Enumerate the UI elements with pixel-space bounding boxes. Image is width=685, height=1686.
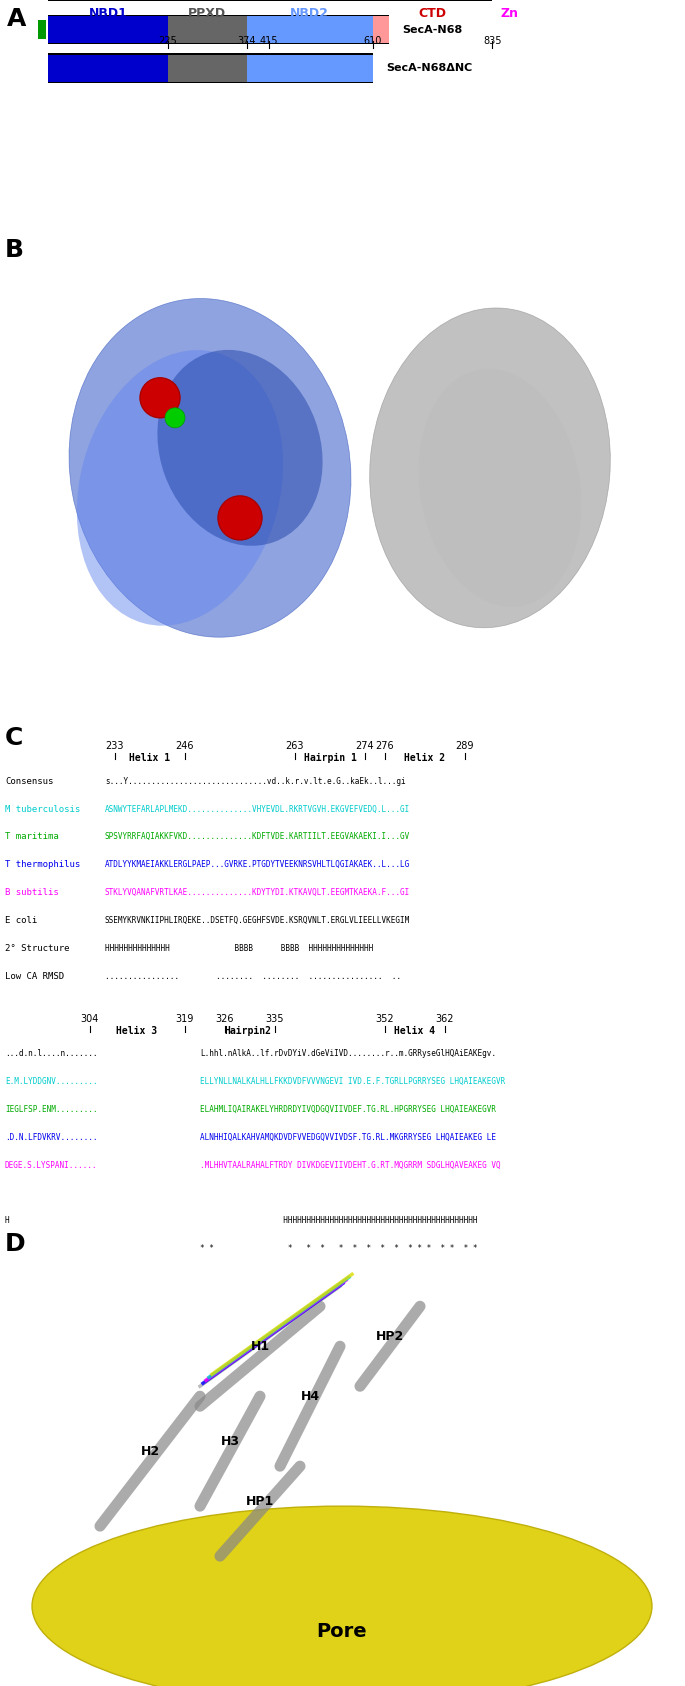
Bar bbox=[48, 15, 168, 44]
Text: CTD: CTD bbox=[418, 7, 446, 20]
Text: PPXD: PPXD bbox=[188, 7, 226, 20]
Text: 2° Structure: 2° Structure bbox=[5, 944, 69, 953]
Text: H: H bbox=[5, 1216, 10, 1226]
Text: 304: 304 bbox=[81, 1013, 99, 1023]
Text: SecA-N68: SecA-N68 bbox=[402, 25, 462, 35]
Bar bbox=[373, 15, 388, 44]
Bar bbox=[168, 54, 247, 83]
Text: s...Y..............................vd..k.r.v.lt.e.G..kaEk..l...gi: s...Y..............................vd..k… bbox=[105, 777, 406, 786]
Bar bbox=[247, 15, 269, 44]
Ellipse shape bbox=[158, 351, 323, 546]
Text: .D.N.LFDVKRV........: .D.N.LFDVKRV........ bbox=[5, 1133, 97, 1141]
Text: ATDLYYKMAEIAККLERGLPAEP...GVRKE.PTGDYTVEEKNRSVHLTLQGIAKAEK..L...LG: ATDLYYKMAEIAККLERGLPAEP...GVRKE.PTGDYTVE… bbox=[105, 860, 410, 870]
Text: STKLYVQANAFVRTLKAE..............KDYTYDI.KTKAVQLT.EEGMTKAEKA.F...GI: STKLYVQANAFVRTLKAE..............KDYTYDI.… bbox=[105, 889, 410, 897]
Text: 835: 835 bbox=[483, 37, 501, 47]
Text: H3: H3 bbox=[221, 1435, 240, 1448]
Text: B: B bbox=[5, 238, 24, 261]
Text: 326: 326 bbox=[216, 1013, 234, 1023]
Text: B subtilis: B subtilis bbox=[5, 889, 59, 897]
Text: Helix 2: Helix 2 bbox=[404, 754, 445, 764]
Text: Helix 4: Helix 4 bbox=[395, 1025, 436, 1035]
Bar bbox=[48, 54, 168, 83]
Bar bbox=[269, 54, 373, 83]
Text: Zn: Zn bbox=[501, 7, 519, 20]
Text: SPSVYRRFAQIAKKFVKD..............KDFTVDE.KARTIILT.EEGVAKAEKI.I...GV: SPSVYRRFAQIAKKFVKD..............KDFTVDE.… bbox=[105, 833, 410, 841]
Text: 335: 335 bbox=[266, 1013, 284, 1023]
Text: * *                *   *  *   *  *  *  *  *  * * *  * *  * *: * * * * * * * * * * * * * * * * * bbox=[200, 1244, 477, 1253]
Text: NBD2: NBD2 bbox=[290, 7, 329, 20]
Text: H2: H2 bbox=[140, 1445, 160, 1458]
Text: Hairpin 1: Hairpin 1 bbox=[303, 754, 356, 764]
Text: C: C bbox=[5, 727, 23, 750]
Text: 276: 276 bbox=[375, 742, 395, 752]
Bar bbox=[247, 54, 269, 83]
Text: M tuberculosis: M tuberculosis bbox=[5, 804, 80, 814]
Ellipse shape bbox=[69, 298, 351, 637]
Ellipse shape bbox=[370, 309, 610, 627]
Text: H1: H1 bbox=[251, 1340, 270, 1352]
Text: SecA-N68ΔNC: SecA-N68ΔNC bbox=[386, 64, 473, 72]
Text: Hairpin2: Hairpin2 bbox=[225, 1025, 271, 1035]
Text: 362: 362 bbox=[436, 1013, 454, 1023]
Bar bbox=[48, 54, 373, 83]
Text: 352: 352 bbox=[375, 1013, 395, 1023]
Text: L.hhl.nAlkA..lf.rDvDYiV.dGeViIVD........r..m.GRRyseGlHQAiEAKEgv.: L.hhl.nAlkA..lf.rDvDYiV.dGeViIVD........… bbox=[200, 1049, 496, 1059]
Text: Helix 3: Helix 3 bbox=[116, 1025, 158, 1035]
Text: HP1: HP1 bbox=[246, 1495, 274, 1507]
Circle shape bbox=[218, 496, 262, 540]
Text: ELLYNLLNALKALHLLFKKDVDFVVVNGEVI IVD.E.F.TGRLLPGRRYSEG LHQAIEAKEGVR: ELLYNLLNALKALHLLFKKDVDFVVVNGEVI IVD.E.F.… bbox=[200, 1077, 506, 1086]
Text: ALNHHIQALKAHVAMQKDVDFVVEDGQVVIVDSF.TG.RL.MKGRRYSEG LHQAIEAKEG LE: ALNHHIQALKAHVAMQKDVDFVVEDGQVVIVDSF.TG.RL… bbox=[200, 1133, 496, 1141]
Text: 263: 263 bbox=[286, 742, 304, 752]
Text: A: A bbox=[7, 7, 26, 30]
Ellipse shape bbox=[419, 369, 582, 607]
Text: 610: 610 bbox=[364, 37, 382, 47]
Text: SSEMYKRVNKIIPHLIRQEKE..DSETFQ.GEGHFSVDE.KSRQVNLT.ERGLVLIEELLVKEGIM: SSEMYKRVNKIIPHLIRQEKE..DSETFQ.GEGHFSVDE.… bbox=[105, 915, 410, 926]
Text: HP2: HP2 bbox=[376, 1330, 404, 1342]
Text: DEGE.S.LYSPANI......: DEGE.S.LYSPANI...... bbox=[5, 1160, 97, 1170]
Text: T thermophilus: T thermophilus bbox=[5, 860, 80, 870]
Text: HHHHHHHHHHHHHH              BBBB      BBBB  HHHHHHHHHHHHHH: HHHHHHHHHHHHHH BBBB BBBB HHHHHHHHHHHHHH bbox=[105, 944, 373, 953]
Text: NBD1: NBD1 bbox=[88, 7, 127, 20]
Text: Consensus: Consensus bbox=[5, 777, 53, 786]
Circle shape bbox=[165, 408, 185, 428]
Text: Pore: Pore bbox=[316, 1622, 367, 1640]
Text: ................        ........  ........  ................  ..: ................ ........ ........ .....… bbox=[105, 971, 401, 981]
Text: 415: 415 bbox=[260, 37, 278, 47]
Bar bbox=[38, 20, 46, 39]
Text: E coli: E coli bbox=[5, 915, 37, 926]
Text: 246: 246 bbox=[176, 742, 195, 752]
Text: E.M.LYDDGNV.........: E.M.LYDDGNV......... bbox=[5, 1077, 97, 1086]
Text: ELAHMLIQAIRAKELYHRDRDYIVQDGQVIIVDEF.TG.RL.HPGRRYSEG LHQAIEAKEGVR: ELAHMLIQAIRAKELYHRDRDYIVQDGQVIIVDEF.TG.R… bbox=[200, 1104, 496, 1114]
Bar bbox=[269, 15, 373, 44]
Text: 374: 374 bbox=[238, 37, 256, 47]
Text: T maritima: T maritima bbox=[5, 833, 59, 841]
Bar bbox=[168, 15, 247, 44]
Ellipse shape bbox=[77, 351, 283, 626]
Text: 289: 289 bbox=[456, 742, 474, 752]
Text: D: D bbox=[5, 1232, 25, 1256]
Text: Helix 1: Helix 1 bbox=[129, 754, 171, 764]
Text: HHHHHHHHHHHHHHHHHHHHHHHHHHHHHHHHHHHHHHHHHH: HHHHHHHHHHHHHHHHHHHHHHHHHHHHHHHHHHHHHHHH… bbox=[200, 1216, 477, 1226]
Ellipse shape bbox=[32, 1506, 652, 1686]
Text: ASNWYTEFARLAPLMEKD..............VHYEVDL.RKRTVGVH.EKGVEFVEDQ.L...GI: ASNWYTEFARLAPLMEKD..............VHYEVDL.… bbox=[105, 804, 410, 814]
Text: 233: 233 bbox=[105, 742, 124, 752]
Text: 225: 225 bbox=[158, 37, 177, 47]
Text: IEGLFSP.ENM.........: IEGLFSP.ENM......... bbox=[5, 1104, 97, 1114]
Text: H4: H4 bbox=[301, 1389, 320, 1403]
Bar bbox=[48, 15, 388, 44]
Text: 319: 319 bbox=[176, 1013, 194, 1023]
Text: ...d.n.l....n.......: ...d.n.l....n....... bbox=[5, 1049, 97, 1059]
Text: Low CA RMSD: Low CA RMSD bbox=[5, 971, 64, 981]
Text: .MLHHVTAALRAHALFTRDY DIVKDGEVIIVDEHT.G.RT.MQGRRM SDGLHQAVEAKEG VQ: .MLHHVTAALRAHALFTRDY DIVKDGEVIIVDEHT.G.R… bbox=[200, 1160, 501, 1170]
Text: 274: 274 bbox=[356, 742, 374, 752]
Circle shape bbox=[140, 378, 180, 418]
